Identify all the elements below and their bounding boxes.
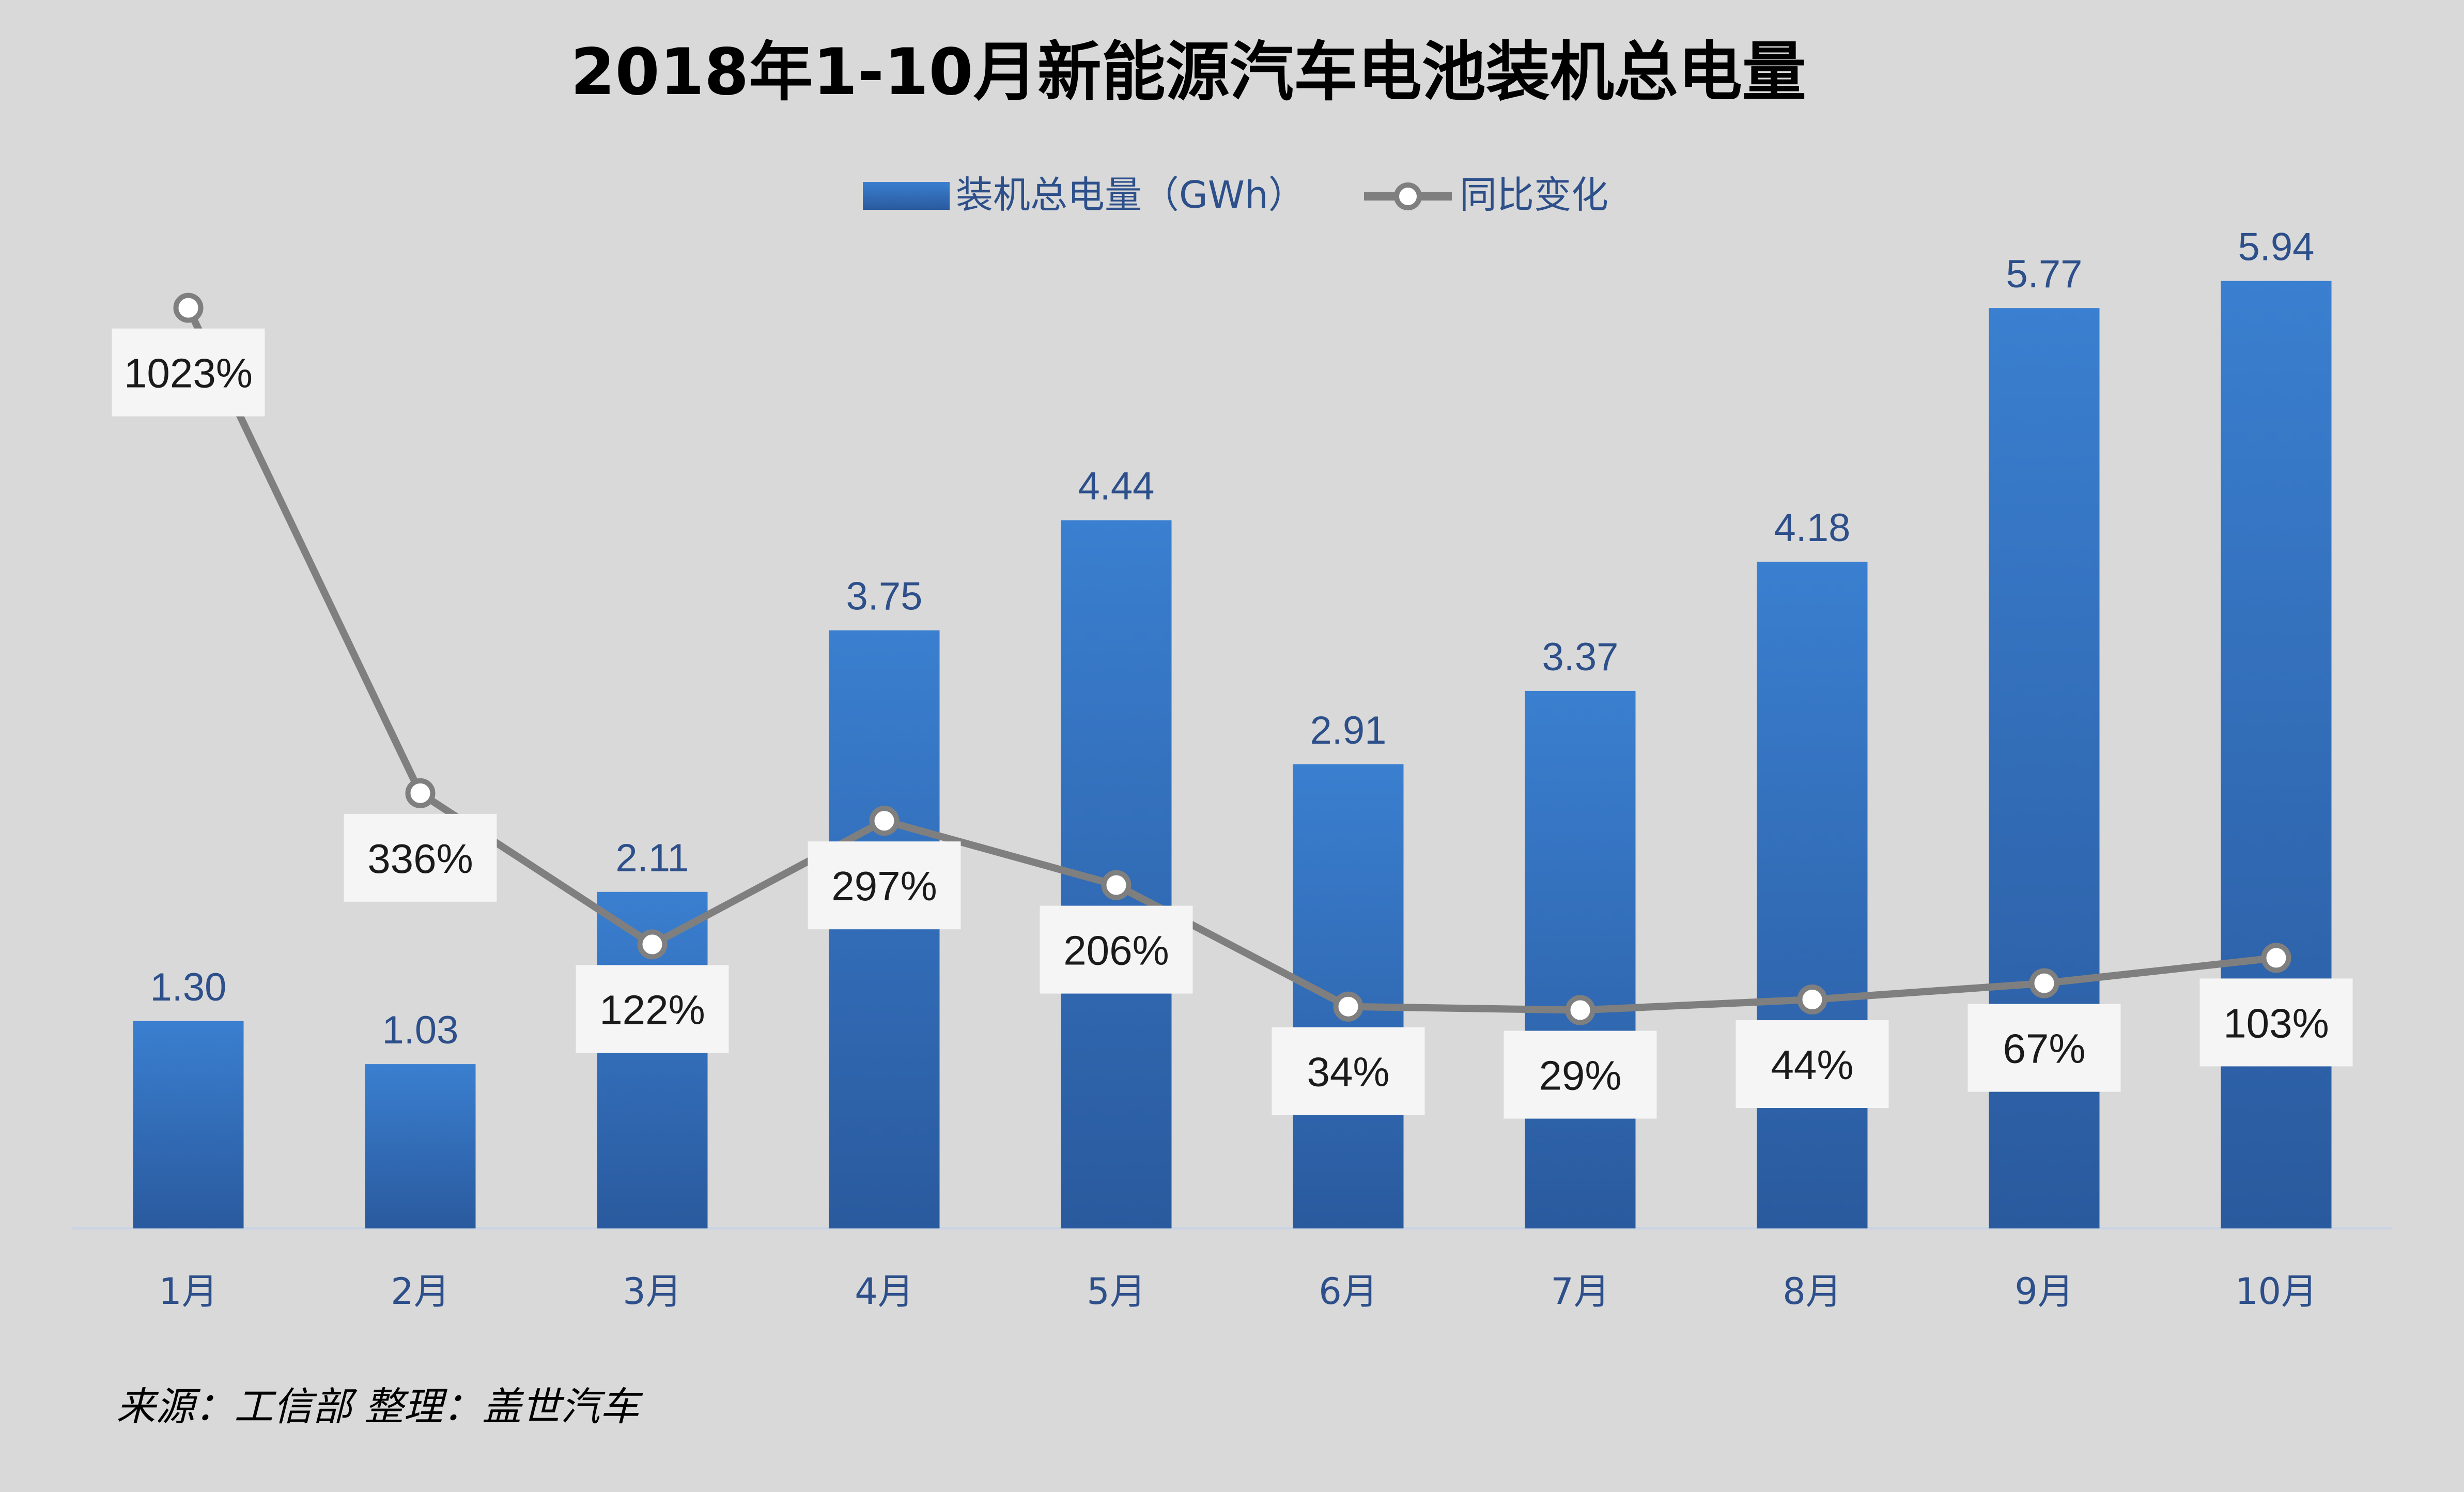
- yoy-marker-3: [637, 929, 668, 960]
- yoy-label-5: 206%: [1063, 928, 1169, 974]
- x-tick-label-7: 7月: [1551, 1270, 1610, 1313]
- yoy-label-box-4: [808, 841, 961, 930]
- yoy-label-box-10: [2199, 978, 2353, 1067]
- yoy-marker-4: [869, 806, 900, 836]
- yoy-marker-9: [2029, 968, 2059, 998]
- yoy-label-10: 103%: [2223, 1000, 2329, 1046]
- yoy-label-3: 122%: [599, 987, 705, 1033]
- bar-value-label-8: 4.18: [1774, 506, 1851, 550]
- x-tick-label-3: 3月: [623, 1270, 682, 1313]
- bar-7: [1525, 690, 1636, 1228]
- bar-value-label-3: 2.11: [615, 836, 689, 880]
- x-tick-label-10: 10月: [2235, 1270, 2317, 1313]
- bar-1: [133, 1021, 244, 1228]
- yoy-label-box-2: [344, 813, 497, 902]
- bar-8: [1757, 561, 1868, 1228]
- x-tick-label-2: 2月: [391, 1270, 450, 1313]
- yoy-line-series: 1023% 336% 122% 297% 206% 34% 29% 44% 67% 103%: [112, 293, 2353, 1119]
- legend: 装机总电量（GWh） 同比变化: [863, 173, 1608, 217]
- bar-value-labels: 1.30 1.03 2.11 3.75 4.44 2.91 3.37 4.18 5.77 5.94: [150, 225, 2315, 1052]
- x-tick-label-4: 4月: [855, 1270, 914, 1313]
- yoy-label-box-5: [1040, 905, 1193, 994]
- bar-value-label-7: 3.37: [1542, 635, 1619, 679]
- yoy-label-box-9: [1967, 1004, 2121, 1092]
- yoy-label-box-1: [112, 328, 265, 417]
- yoy-label-7: 29%: [1539, 1053, 1621, 1099]
- legend-line-marker: [1394, 182, 1422, 210]
- yoy-marker-7: [1565, 995, 1595, 1025]
- yoy-label-9: 67%: [2003, 1026, 2085, 1072]
- bar-value-label-1: 1.30: [150, 965, 227, 1009]
- source-note: 来源：工信部 整理：盖世汽车: [116, 1383, 643, 1429]
- yoy-label-4: 297%: [831, 863, 937, 909]
- bar-value-label-9: 5.77: [2006, 252, 2083, 296]
- x-axis-tick-labels: 1月 2月 3月 4月 5月 6月 7月 8月 9月 10月: [159, 1270, 2317, 1313]
- yoy-label-box-6: [1272, 1027, 1425, 1115]
- legend-bar-swatch: [863, 182, 950, 210]
- x-tick-label-8: 8月: [1783, 1270, 1842, 1313]
- yoy-line: [185, 306, 2277, 1014]
- bar-value-label-10: 5.94: [2238, 225, 2315, 269]
- yoy-label-2: 336%: [367, 836, 473, 882]
- x-tick-label-5: 5月: [1087, 1270, 1146, 1313]
- bar-value-label-4: 3.75: [846, 575, 923, 619]
- chart-title: 2018年1-10月新能源汽车电池装机总电量: [570, 35, 1806, 110]
- x-tick-label-6: 6月: [1319, 1270, 1378, 1313]
- bar-10: [2221, 281, 2332, 1229]
- yoy-label-6: 34%: [1307, 1049, 1389, 1095]
- bar-2: [365, 1064, 476, 1228]
- legend-line-label: 同比变化: [1460, 173, 1608, 217]
- yoy-label-8: 44%: [1771, 1042, 1853, 1088]
- yoy-label-1: 1023%: [124, 350, 253, 396]
- legend-bar-label: 装机总电量（GWh）: [956, 173, 1306, 217]
- yoy-marker-1: [173, 293, 204, 323]
- bar-value-label-2: 1.03: [382, 1008, 459, 1052]
- yoy-marker-5: [1101, 870, 1132, 900]
- bar-4: [829, 630, 940, 1228]
- yoy-marker-6: [1333, 991, 1363, 1022]
- x-tick-label-1: 1月: [159, 1270, 218, 1313]
- yoy-marker-8: [1797, 985, 1827, 1015]
- yoy-label-box-3: [576, 965, 729, 1053]
- yoy-label-box-8: [1735, 1020, 1889, 1109]
- bar-value-label-5: 4.44: [1078, 465, 1155, 509]
- yoy-marker-10: [2261, 943, 2291, 973]
- yoy-label-box-7: [1504, 1030, 1657, 1119]
- x-tick-label-9: 9月: [2014, 1270, 2074, 1313]
- yoy-marker-2: [405, 778, 436, 808]
- bar-value-label-6: 2.91: [1310, 709, 1387, 752]
